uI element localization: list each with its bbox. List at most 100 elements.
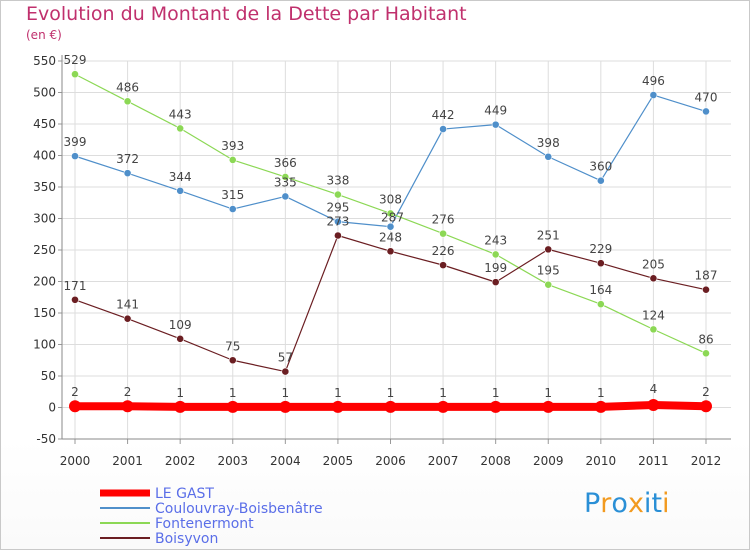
y-tick-label: 200	[33, 275, 56, 289]
y-tick-label: 150	[33, 306, 56, 320]
data-point	[176, 334, 185, 343]
grid-layer	[62, 60, 731, 440]
data-point	[544, 245, 553, 254]
data-point	[649, 91, 658, 99]
data-label: 398	[537, 136, 560, 150]
data-point	[386, 209, 395, 218]
data-label: 393	[221, 139, 244, 153]
data-label: 4	[650, 382, 658, 396]
data-label: 360	[589, 160, 612, 174]
logo-letter: i	[662, 488, 670, 519]
x-tick-label: 2004	[270, 454, 301, 468]
data-label: 399	[64, 135, 87, 149]
data-point	[228, 156, 237, 164]
data-label: 199	[484, 261, 507, 275]
x-tick-label: 2012	[691, 454, 722, 468]
data-label: 226	[432, 244, 455, 258]
data-point	[439, 125, 447, 133]
data-point	[544, 152, 553, 161]
x-tick-label: 2001	[112, 454, 143, 468]
legend-label: LE GAST	[155, 486, 214, 502]
y-tick-label: 250	[33, 243, 56, 257]
x-tick-label: 2007	[428, 454, 459, 468]
data-label: 338	[326, 174, 349, 188]
data-point	[334, 217, 342, 226]
data-label: 372	[116, 152, 139, 166]
data-point	[491, 250, 500, 259]
data-point	[228, 205, 237, 213]
data-point	[334, 231, 342, 240]
data-label: 442	[432, 108, 455, 122]
data-label: 276	[432, 213, 455, 227]
logo-letter: P	[584, 488, 601, 519]
data-point	[71, 70, 79, 79]
chart-title: Evolution du Montant de la Dette par Hab…	[26, 3, 467, 25]
data-point	[123, 97, 132, 106]
data-point	[439, 261, 447, 270]
data-label: 273	[326, 215, 349, 229]
data-point	[384, 400, 397, 413]
y-tick-label: 50	[41, 369, 56, 383]
data-point	[596, 300, 605, 309]
chart-subtitle: (en €)	[26, 28, 62, 42]
data-label: 1	[492, 386, 500, 400]
data-label: 229	[589, 242, 612, 256]
data-point	[121, 400, 134, 413]
data-point	[386, 222, 395, 231]
data-point	[281, 173, 290, 181]
y-tick-label: 500	[33, 86, 56, 100]
data-point	[439, 229, 447, 238]
x-tick-label: 2009	[533, 454, 564, 468]
x-tick-label: 2003	[217, 454, 248, 468]
data-label: 344	[169, 170, 192, 184]
data-label: 443	[169, 107, 192, 121]
data-label: 449	[484, 104, 507, 118]
data-label: 205	[642, 257, 665, 271]
data-point	[596, 176, 605, 185]
data-label: 187	[695, 269, 718, 283]
data-label: 57	[278, 351, 293, 365]
logo-letter: r	[600, 488, 612, 519]
data-point	[542, 400, 555, 413]
data-point	[594, 400, 607, 413]
data-point	[596, 259, 605, 268]
data-point	[647, 398, 660, 411]
series-layer	[69, 70, 712, 413]
y-tick-label: 400	[33, 149, 56, 163]
data-label: 251	[537, 228, 560, 242]
data-label: 1	[597, 386, 605, 400]
logo-letter: i	[643, 488, 652, 519]
data-point	[386, 247, 395, 256]
data-label: 1	[334, 386, 342, 400]
data-point	[123, 169, 132, 178]
data-point	[281, 367, 290, 376]
data-point	[174, 400, 187, 413]
data-point	[176, 124, 185, 133]
logo-letter: x	[627, 488, 644, 519]
data-point	[700, 400, 712, 413]
data-label: 164	[589, 283, 612, 297]
y-tick-label: 350	[33, 180, 56, 194]
data-label: 335	[274, 175, 297, 189]
y-tick-label: 300	[33, 212, 56, 226]
legend-label: Fontenermont	[155, 516, 254, 532]
data-point	[71, 152, 79, 161]
data-point	[702, 285, 710, 294]
y-tick-label: -50	[36, 432, 56, 446]
data-label: 1	[439, 386, 447, 400]
data-label: 2	[124, 385, 132, 399]
data-label: 195	[537, 264, 560, 278]
data-label: 243	[484, 233, 507, 247]
data-point	[702, 349, 710, 358]
data-label: 2	[702, 385, 710, 399]
data-label: 315	[221, 188, 244, 202]
legend-label: Boisyvon	[155, 531, 218, 547]
data-point	[69, 400, 81, 413]
data-label: 248	[379, 230, 402, 244]
data-label: 109	[169, 318, 192, 332]
proxiti-logo: Proxiti	[584, 488, 670, 519]
data-point	[123, 314, 132, 323]
data-label: 1	[544, 386, 552, 400]
data-point	[437, 400, 450, 413]
